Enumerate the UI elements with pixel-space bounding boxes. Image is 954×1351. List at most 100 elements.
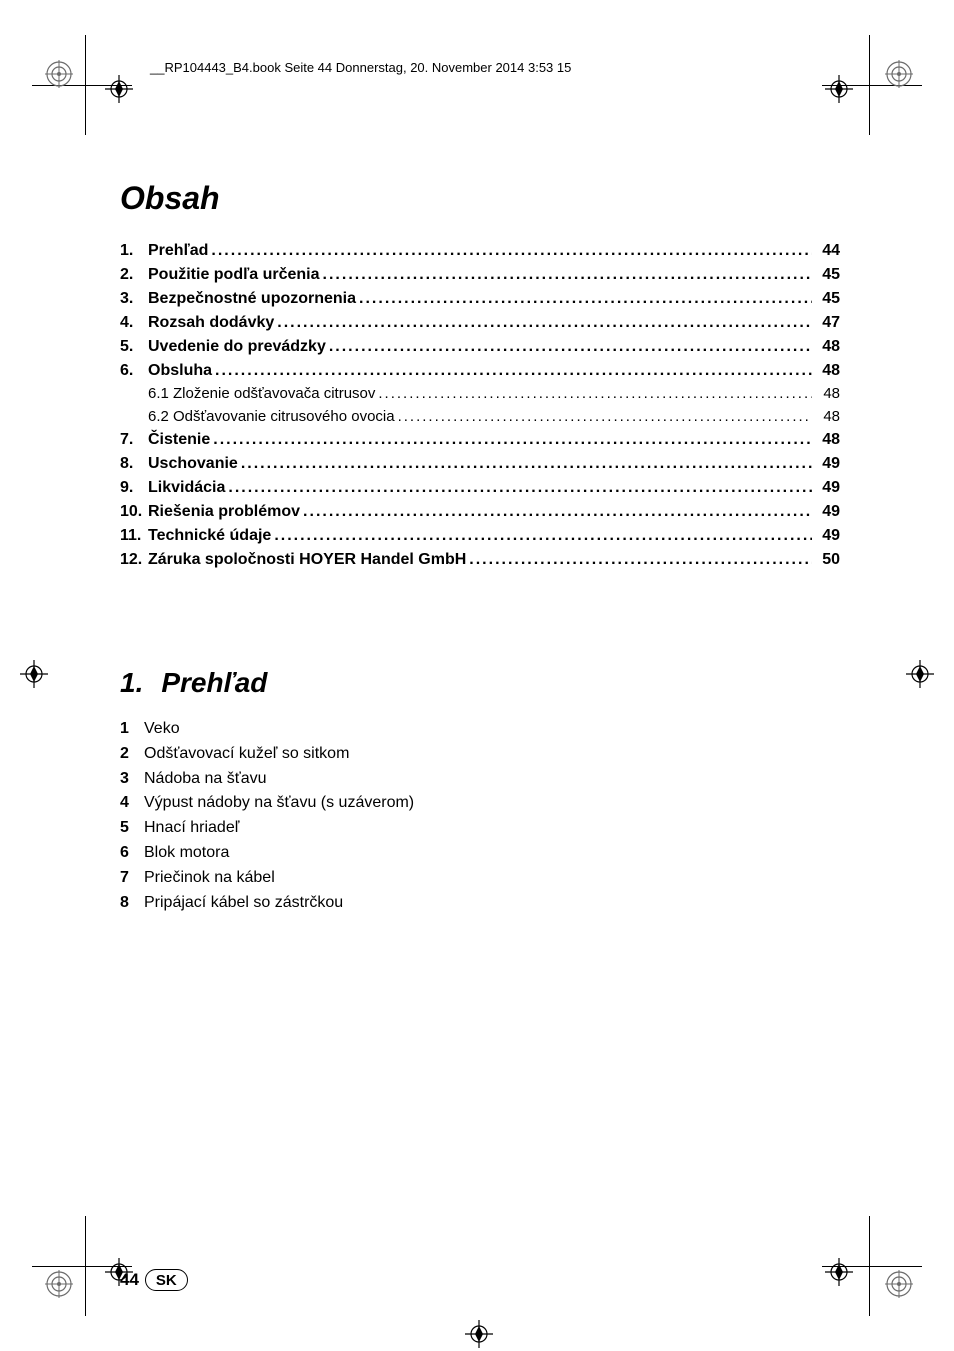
- toc-item-number: 8.: [120, 452, 148, 476]
- toc-list: 1.Prehľad...............................…: [120, 239, 840, 572]
- parts-item-label: Výpust nádoby na šťavu (s uzáverom): [144, 794, 414, 811]
- toc-row: 2.Použitie podľa určenia................…: [120, 263, 840, 287]
- toc-row: 11.Technické údaje......................…: [120, 524, 840, 548]
- toc-row: 3.Bezpečnostné upozornenia..............…: [120, 287, 840, 311]
- toc-item-page: 49: [812, 500, 840, 524]
- toc-item-number: 4.: [120, 311, 148, 335]
- toc-item-page: 48: [812, 335, 840, 359]
- toc-title: Obsah: [120, 180, 840, 217]
- toc-item-number: 1.: [120, 239, 148, 263]
- toc-row: 6.1Zloženie odšťavovača citrusov........…: [120, 383, 840, 406]
- toc-item-label: Obsluha: [148, 359, 212, 383]
- parts-item-label: Nádoba na šťavu: [144, 770, 267, 787]
- parts-row: 1Veko: [120, 717, 840, 742]
- toc-item-label: Uvedenie do prevádzky: [148, 335, 326, 359]
- toc-row: 8.Uschovanie............................…: [120, 452, 840, 476]
- toc-item-page: 45: [812, 263, 840, 287]
- toc-leader-dots: ........................................…: [225, 476, 812, 500]
- toc-item-page: 44: [812, 239, 840, 263]
- toc-item-number: 7.: [120, 428, 148, 452]
- toc-leader-dots: ........................................…: [208, 239, 812, 263]
- toc-item-number: 6.2: [148, 406, 173, 429]
- toc-item-label: Riešenia problémov: [148, 500, 300, 524]
- section-title-text: Prehľad: [161, 667, 267, 698]
- parts-item-number: 8: [120, 891, 144, 916]
- toc-item-page: 49: [812, 452, 840, 476]
- crosshair-mark-icon: [825, 75, 853, 103]
- toc-item-number: 3.: [120, 287, 148, 311]
- toc-item-label: Čistenie: [148, 428, 210, 452]
- parts-item-label: Hnací hriadeľ: [144, 819, 239, 836]
- toc-item-label: Uschovanie: [148, 452, 238, 476]
- toc-row: 10.Riešenia problémov...................…: [120, 500, 840, 524]
- parts-row: 5Hnací hriadeľ: [120, 816, 840, 841]
- toc-item-number: 12.: [120, 548, 148, 572]
- parts-row: 7Priečinok na kábel: [120, 866, 840, 891]
- parts-item-label: Veko: [144, 720, 180, 737]
- toc-item-label: Zloženie odšťavovača citrusov: [173, 383, 375, 406]
- toc-row: 6.2Odšťavovanie citrusového ovocia......…: [120, 406, 840, 429]
- parts-item-number: 3: [120, 767, 144, 792]
- crosshair-mark-icon: [105, 1258, 133, 1286]
- parts-item-number: 6: [120, 841, 144, 866]
- toc-item-label: Odšťavovanie citrusového ovocia: [173, 406, 395, 429]
- page-body: __RP104443_B4.book Seite 44 Donnerstag, …: [120, 60, 840, 915]
- parts-list: 1Veko2Odšťavovací kužeľ so sitkom3Nádoba…: [120, 717, 840, 915]
- toc-item-page: 48: [812, 406, 840, 429]
- crosshair-mark-icon: [105, 75, 133, 103]
- toc-leader-dots: ........................................…: [238, 452, 812, 476]
- toc-item-page: 49: [812, 476, 840, 500]
- toc-leader-dots: ........................................…: [326, 335, 812, 359]
- parts-row: 8Pripájací kábel so zástrčkou: [120, 891, 840, 916]
- toc-item-label: Použitie podľa určenia: [148, 263, 320, 287]
- toc-leader-dots: ........................................…: [300, 500, 812, 524]
- crosshair-mark-icon: [906, 660, 934, 688]
- toc-item-page: 47: [812, 311, 840, 335]
- registration-mark-icon: [885, 60, 913, 88]
- toc-row: 1.Prehľad...............................…: [120, 239, 840, 263]
- crosshair-mark-icon: [20, 660, 48, 688]
- toc-row: 4.Rozsah dodávky........................…: [120, 311, 840, 335]
- toc-leader-dots: ........................................…: [466, 548, 812, 572]
- parts-item-number: 2: [120, 742, 144, 767]
- toc-leader-dots: ........................................…: [320, 263, 812, 287]
- toc-item-page: 48: [812, 359, 840, 383]
- section-1-title: 1. Prehľad: [120, 667, 840, 699]
- registration-mark-icon: [45, 60, 73, 88]
- toc-leader-dots: ........................................…: [356, 287, 812, 311]
- parts-item-number: 7: [120, 866, 144, 891]
- section-num: 1.: [120, 667, 143, 698]
- parts-item-label: Priečinok na kábel: [144, 869, 275, 886]
- toc-leader-dots: ........................................…: [375, 383, 812, 406]
- parts-item-number: 5: [120, 816, 144, 841]
- toc-item-label: Záruka spoločnosti HOYER Handel GmbH: [148, 548, 466, 572]
- toc-row: 5.Uvedenie do prevádzky.................…: [120, 335, 840, 359]
- toc-item-number: 2.: [120, 263, 148, 287]
- toc-row: 6.Obsluha...............................…: [120, 359, 840, 383]
- registration-mark-icon: [885, 1270, 913, 1298]
- parts-item-number: 1: [120, 717, 144, 742]
- parts-row: 6Blok motora: [120, 841, 840, 866]
- toc-row: 12.Záruka spoločnosti HOYER Handel GmbH.…: [120, 548, 840, 572]
- parts-item-number: 4: [120, 791, 144, 816]
- parts-item-label: Pripájací kábel so zástrčkou: [144, 894, 343, 911]
- parts-row: 4Výpust nádoby na šťavu (s uzáverom): [120, 791, 840, 816]
- header-text: __RP104443_B4.book Seite 44 Donnerstag, …: [150, 60, 840, 75]
- footer-language-badge: SK: [145, 1269, 188, 1291]
- registration-mark-icon: [45, 1270, 73, 1298]
- toc-item-label: Technické údaje: [148, 524, 271, 548]
- toc-leader-dots: ........................................…: [271, 524, 812, 548]
- crosshair-mark-icon: [465, 1320, 493, 1348]
- parts-row: 3Nádoba na šťavu: [120, 767, 840, 792]
- toc-item-number: 11.: [120, 524, 148, 548]
- toc-leader-dots: ........................................…: [210, 428, 812, 452]
- toc-item-page: 49: [812, 524, 840, 548]
- toc-item-label: Rozsah dodávky: [148, 311, 274, 335]
- toc-item-label: Bezpečnostné upozornenia: [148, 287, 356, 311]
- crosshair-mark-icon: [825, 1258, 853, 1286]
- toc-row: 7.Čistenie..............................…: [120, 428, 840, 452]
- toc-item-number: 9.: [120, 476, 148, 500]
- toc-item-number: 6.: [120, 359, 148, 383]
- toc-item-label: Prehľad: [148, 239, 208, 263]
- toc-item-number: 5.: [120, 335, 148, 359]
